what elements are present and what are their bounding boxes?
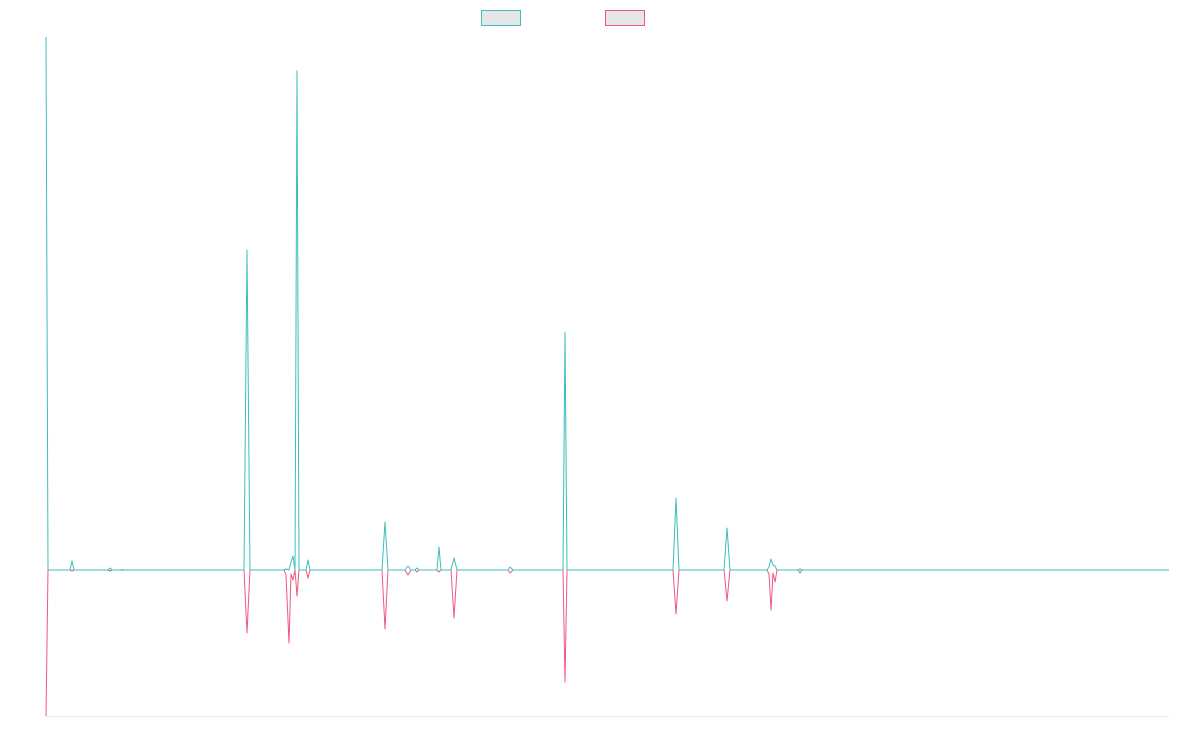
series-2-line <box>45 569 1169 717</box>
legend[interactable] <box>481 10 645 26</box>
legend-swatch-series-2[interactable] <box>605 10 645 26</box>
series-1-line <box>45 36 1169 571</box>
legend-swatch-series-1[interactable] <box>481 10 521 26</box>
series-layer <box>45 36 1169 717</box>
